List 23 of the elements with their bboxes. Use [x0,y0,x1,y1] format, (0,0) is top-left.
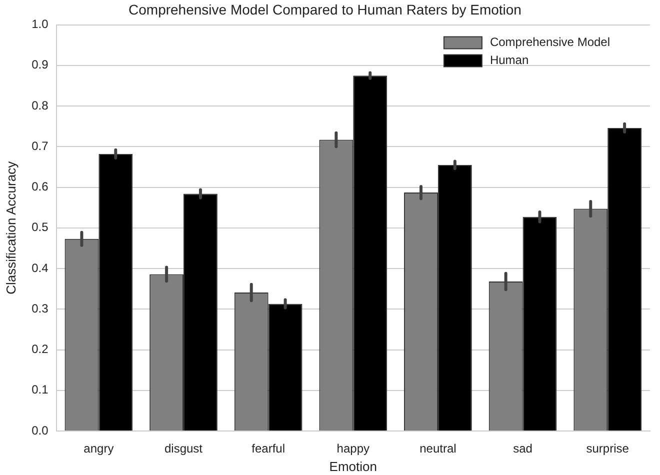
x-tick-label: disgust [164,442,204,456]
y-tick-label: 0.2 [32,342,49,356]
x-tick-label: neutral [420,442,456,456]
y-tick-label: 0.7 [32,138,49,153]
y-axis-title: Classification Accuracy [3,160,18,294]
y-tick-label: 0.0 [32,423,49,438]
x-axis-title: Emotion [329,458,377,474]
x-tick-label: sad [513,442,532,456]
y-tick-label: 0.5 [32,220,49,234]
y-tick-label: 1.0 [32,17,49,32]
legend-label: Comprehensive Model [490,35,610,50]
y-tick-label: 0.9 [32,58,49,72]
x-tick-label: angry [84,442,114,456]
y-tick-label: 0.4 [32,260,49,275]
chart-title: Comprehensive Model Compared to Human Raters by Emotion [128,1,522,18]
y-tick-label: 0.3 [32,301,49,316]
x-tick-label: surprise [586,442,630,456]
y-tick-label: 0.8 [32,98,49,112]
x-tick-label: happy [336,442,370,456]
x-tick-label: fearful [252,442,286,456]
y-tick-label: 0.1 [32,382,49,397]
y-tick-label: 0.6 [32,180,49,194]
legend-label: Human [490,53,529,68]
